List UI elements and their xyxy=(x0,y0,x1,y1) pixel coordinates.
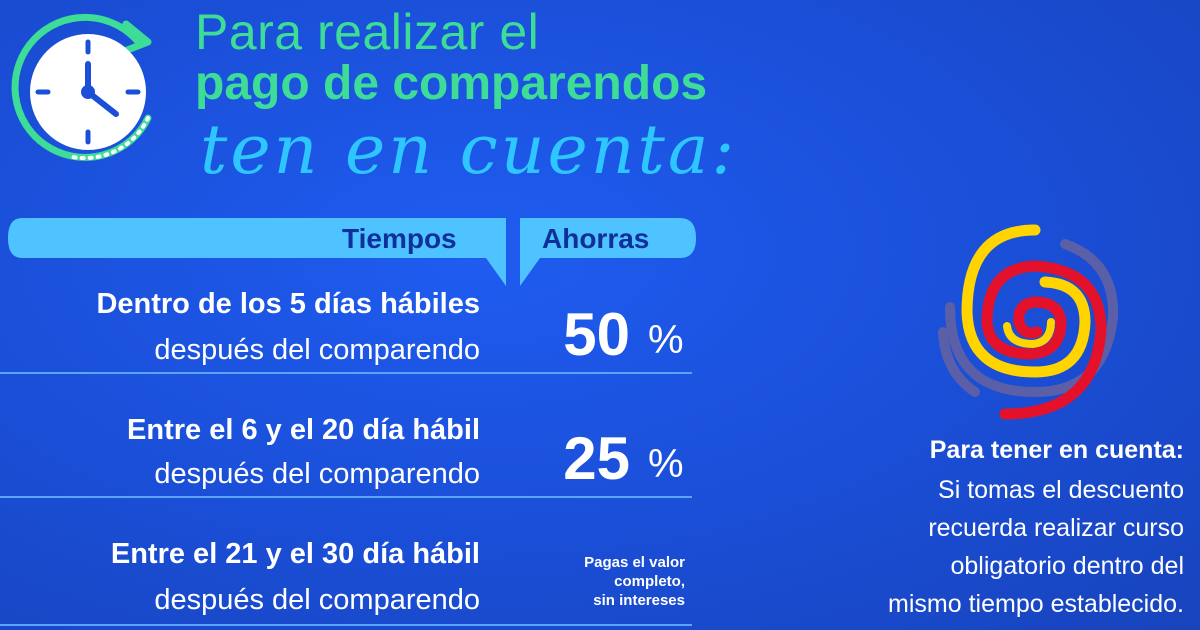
note-title: Para tener en cuenta: xyxy=(929,436,1184,464)
header-ahorras: Ahorras xyxy=(542,223,650,254)
table-header-bar xyxy=(8,218,696,286)
row-divider xyxy=(0,624,692,626)
row-3-note-line: sin intereses xyxy=(593,592,685,609)
row-1-value: 50 xyxy=(563,301,630,368)
note-line-1: Si tomas el descuento xyxy=(938,476,1184,504)
heading-line-3: ten en cuenta: xyxy=(200,111,738,190)
clock-icon xyxy=(11,13,152,161)
note-line-2: recuerda realizar curso xyxy=(928,514,1184,542)
row-2-unit: % xyxy=(648,442,684,486)
row-divider xyxy=(0,496,692,498)
row-1-main: Dentro de los 5 días hábiles xyxy=(96,288,480,320)
note-line-4: mismo tiempo establecido. xyxy=(888,590,1184,618)
colombia-spiral-logo xyxy=(938,224,1119,420)
row-2-value: 25 xyxy=(563,425,630,492)
heading-line-2: pago de comparendos xyxy=(195,57,708,110)
row-3-note-line: Pagas el valor xyxy=(584,554,685,571)
row-3-note-line: completo, xyxy=(614,573,685,590)
row-2-main: Entre el 6 y el 20 día hábil xyxy=(127,414,480,446)
row-3-note: Pagas el valor completo, sin intereses xyxy=(520,553,685,610)
row-1-unit: % xyxy=(648,318,684,362)
heading-line-1: Para realizar el xyxy=(195,4,540,60)
note-line-3: obligatorio dentro del xyxy=(950,552,1185,580)
header-tiempos: Tiempos xyxy=(342,223,457,254)
row-divider xyxy=(0,372,692,374)
row-3-main: Entre el 21 y el 30 día hábil xyxy=(110,538,480,570)
row-1-sub: después del comparendo xyxy=(154,334,480,366)
row-3-sub: después del comparendo xyxy=(154,584,480,616)
row-2-sub: después del comparendo xyxy=(154,458,480,490)
